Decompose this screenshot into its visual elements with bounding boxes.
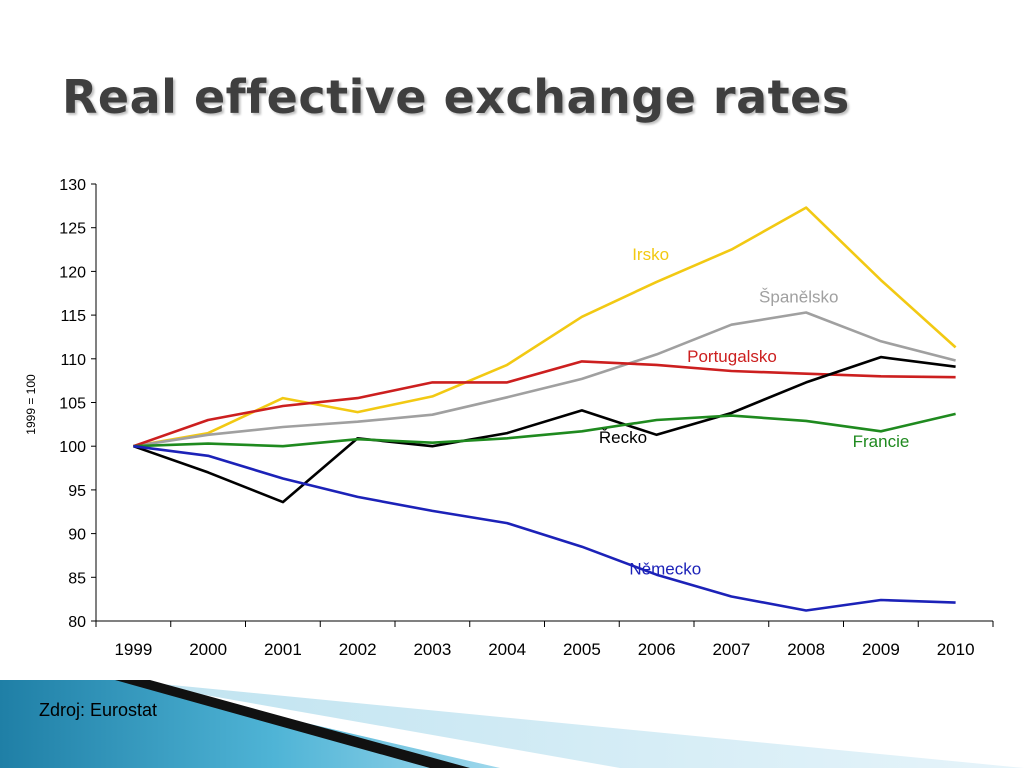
series-label-Španělsko: Španělsko: [759, 288, 838, 307]
y-tick-label-115: 115: [60, 308, 86, 325]
x-tick-label-2001: 2001: [264, 640, 302, 659]
y-tick-label-105: 105: [59, 396, 86, 413]
slide-title: Real effective exchange rates: [62, 70, 850, 124]
y-tick-label-80: 80: [68, 614, 86, 631]
x-tick-label-2003: 2003: [413, 640, 451, 659]
x-tick-label-2004: 2004: [488, 640, 526, 659]
y-tick-label-120: 120: [59, 264, 86, 281]
source-note: Zdroj: Eurostat: [39, 700, 158, 720]
x-tick-label-2010: 2010: [937, 640, 975, 659]
y-axis-title: 1999 = 100: [24, 374, 38, 435]
series-label-Irsko: Irsko: [632, 245, 669, 264]
x-tick-label-2007: 2007: [712, 640, 750, 659]
x-tick-label-2006: 2006: [638, 640, 676, 659]
y-tick-label-125: 125: [59, 221, 86, 238]
x-tick-label-2002: 2002: [339, 640, 377, 659]
x-tick-label-2005: 2005: [563, 640, 601, 659]
series-label-Německo: Německo: [629, 560, 701, 579]
y-tick-label-130: 130: [59, 177, 86, 194]
series-label-Francie: Francie: [853, 432, 910, 451]
x-tick-label-2009: 2009: [862, 640, 900, 659]
decor-pale-band: [120, 680, 1024, 768]
series-label-Portugalsko: Portugalsko: [687, 347, 777, 366]
x-tick-label-2008: 2008: [787, 640, 825, 659]
y-tick-label-90: 90: [68, 527, 86, 544]
series-line-Portugalsko: [132, 360, 956, 448]
y-tick-label-85: 85: [68, 570, 86, 587]
y-tick-label-100: 100: [59, 439, 86, 456]
decor-dark-stripe: [115, 680, 470, 768]
y-tick-label-95: 95: [68, 483, 86, 500]
series-line-Španělsko: [133, 311, 956, 448]
series-line-Irsko: [133, 206, 957, 448]
series-line-Francie: [133, 412, 956, 448]
y-tick-label-110: 110: [60, 352, 86, 369]
series-line-Německo: [133, 444, 956, 612]
x-tick-label-2000: 2000: [189, 640, 227, 659]
series-line-Řecko: [132, 355, 956, 504]
series-label-Řecko: Řecko: [599, 428, 647, 447]
x-tick-label-1999: 1999: [114, 640, 152, 659]
